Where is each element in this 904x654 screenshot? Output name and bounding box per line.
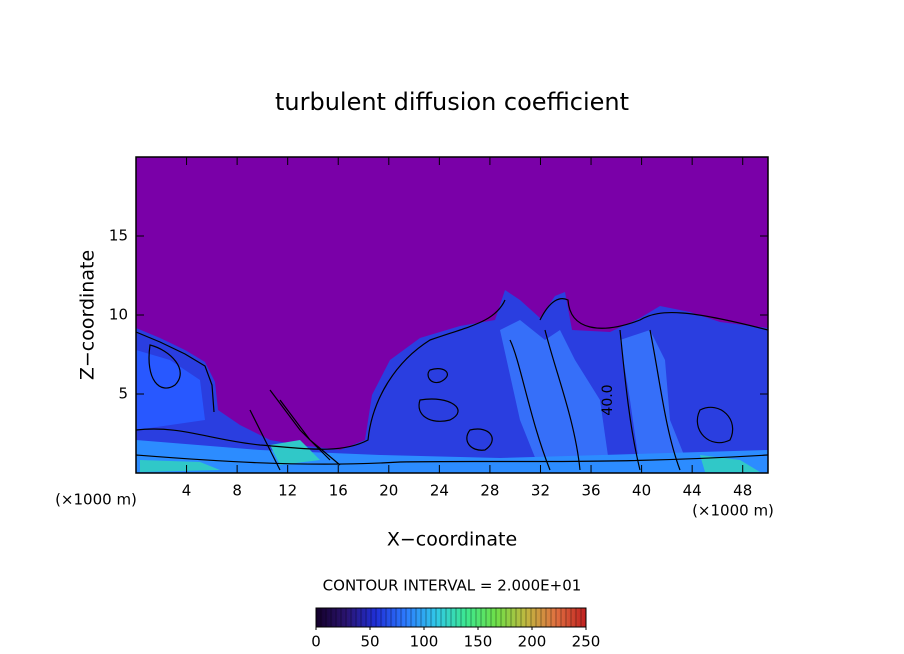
- colorbar-tick-label: 0: [311, 633, 321, 651]
- x-tick-label: 4: [182, 482, 192, 500]
- x-axis-label: X−coordinate: [387, 529, 517, 551]
- colorbar-tick-label: 50: [360, 633, 379, 651]
- field-patch: [620, 330, 690, 470]
- colorbar-tick-label: 250: [572, 633, 601, 651]
- y-tick-label: 10: [109, 306, 128, 324]
- contour-field: [136, 290, 768, 473]
- chart-title: turbulent diffusion coefficient: [275, 88, 629, 116]
- contour-label: 40.0: [600, 384, 616, 415]
- x-tick-label: 8: [232, 482, 242, 500]
- y-tick-label: 15: [109, 227, 128, 245]
- x-unit-label: (×1000 m): [692, 502, 774, 520]
- x-tick-label: 48: [733, 482, 752, 500]
- y-tick-label: 5: [118, 385, 128, 403]
- colorbar-tick-label: 150: [464, 633, 493, 651]
- x-tick-label: 16: [329, 482, 348, 500]
- x-tick-label: 12: [278, 482, 297, 500]
- colorbar-tick-label: 200: [518, 633, 547, 651]
- field-patch: [136, 440, 768, 473]
- field-patch: [500, 320, 610, 470]
- y-unit-label: (×1000 m): [55, 491, 137, 509]
- x-tick-label: 32: [531, 482, 550, 500]
- colorbar-tick-label: 100: [410, 633, 439, 651]
- y-axis-label: Z−coordinate: [77, 250, 99, 380]
- turbulent-region: [136, 290, 768, 473]
- field-patch: [136, 350, 205, 430]
- x-tick-label: 36: [581, 482, 600, 500]
- x-tick-label: 40: [632, 482, 651, 500]
- contour-interval: CONTOUR INTERVAL = 2.000E+01: [323, 577, 582, 595]
- x-tick-label: 20: [379, 482, 398, 500]
- x-tick-label: 44: [683, 482, 702, 500]
- x-tick-label: 28: [480, 482, 499, 500]
- contour-lines: [136, 298, 768, 471]
- x-tick-label: 24: [430, 482, 449, 500]
